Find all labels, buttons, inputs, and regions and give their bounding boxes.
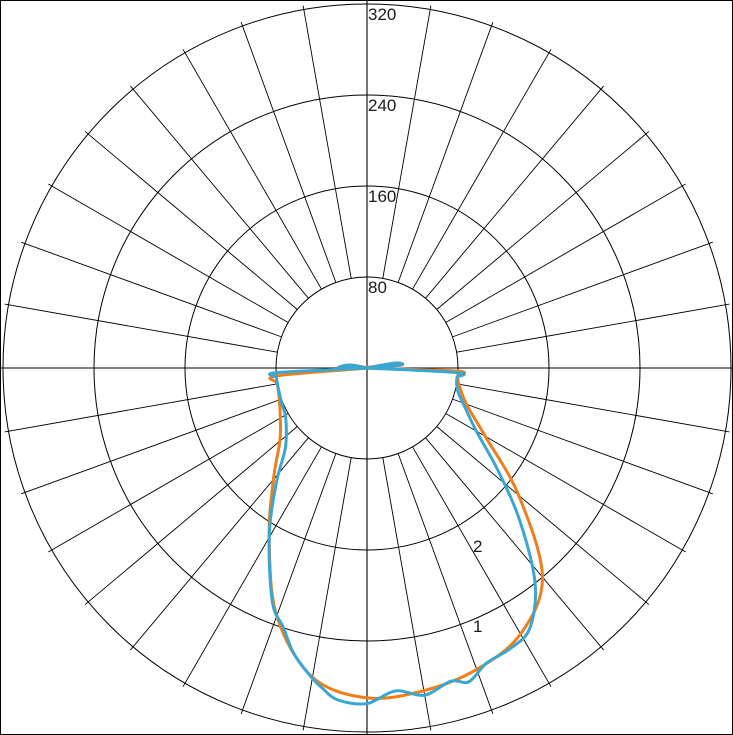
grid-spoke-140 — [425, 85, 604, 299]
series-curve-2 — [267, 361, 544, 700]
label-layer: 80 160 240 320 1 2 — [368, 5, 482, 636]
series-curve-1 — [267, 361, 538, 706]
grid-spoke-230 — [84, 131, 298, 310]
grid-spoke-280 — [4, 383, 278, 433]
grid-spoke-70 — [452, 398, 713, 495]
grid-spoke-40 — [425, 437, 604, 651]
grid-spoke-260 — [4, 303, 278, 353]
grid-spoke-190 — [302, 5, 352, 279]
grid-spoke-80 — [456, 383, 730, 433]
grid-spoke-130 — [436, 131, 650, 310]
grid-spoke-30 — [412, 446, 552, 687]
grid-spoke-120 — [445, 183, 686, 323]
ring-label-240: 240 — [368, 96, 396, 115]
grid-spoke-200 — [240, 22, 337, 283]
grid-spoke-100 — [456, 303, 730, 353]
grid-spoke-330 — [182, 446, 322, 687]
grid-spoke-170 — [382, 5, 432, 279]
grid-spoke-20 — [397, 453, 494, 714]
grid-spoke-110 — [452, 241, 713, 338]
ring-label-80: 80 — [368, 278, 387, 297]
grid-spoke-50 — [436, 426, 650, 605]
grid-spoke-300 — [48, 413, 289, 553]
series-label-1: 1 — [473, 617, 482, 636]
grid-spoke-220 — [130, 85, 309, 299]
grid-spoke-350 — [302, 457, 352, 731]
ring-label-160: 160 — [368, 187, 396, 206]
grid-spoke-160 — [397, 22, 494, 283]
grid-spoke-210 — [182, 49, 322, 290]
grid-spoke-290 — [21, 398, 282, 495]
grid-spoke-250 — [21, 241, 282, 338]
grid-spoke-310 — [84, 426, 298, 605]
grid-spoke-150 — [412, 49, 552, 290]
curve-layer — [267, 361, 544, 706]
grid-spoke-60 — [445, 413, 686, 553]
grid-spoke-240 — [48, 183, 289, 323]
grid-spoke-10 — [382, 457, 432, 731]
series-label-2: 2 — [473, 537, 482, 556]
grid-spoke-340 — [240, 453, 337, 714]
ring-label-320: 320 — [368, 5, 396, 24]
